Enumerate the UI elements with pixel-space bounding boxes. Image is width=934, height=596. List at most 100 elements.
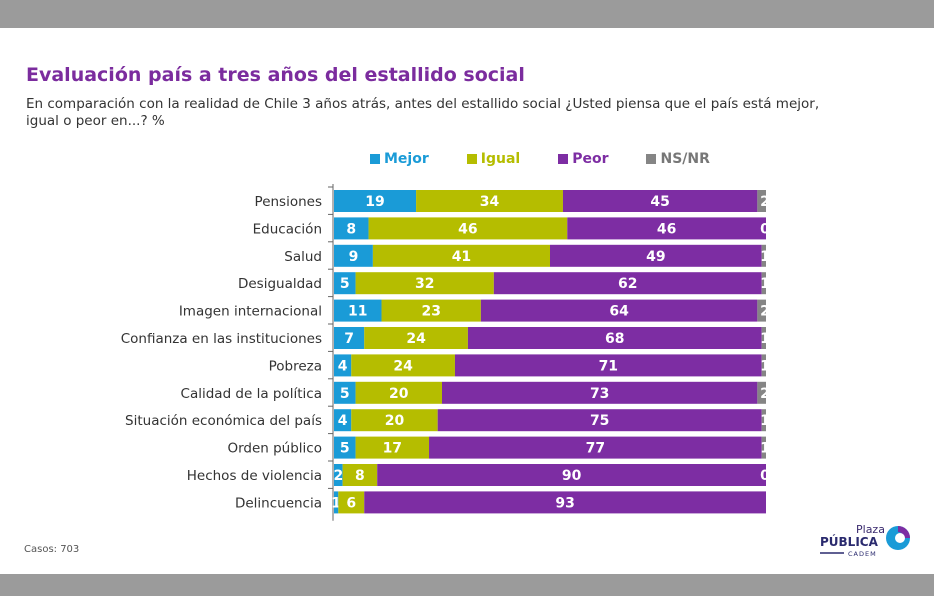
bar-segment — [550, 244, 762, 267]
data-label: 0 — [760, 468, 770, 484]
data-label: 41 — [452, 249, 471, 265]
data-label: 5 — [340, 441, 350, 457]
data-label: 6 — [346, 495, 356, 511]
bar-segment — [562, 190, 758, 212]
data-label: 34 — [480, 194, 500, 210]
data-label: 46 — [458, 221, 477, 237]
legend-label: Igual — [480, 151, 521, 167]
bar-segment — [493, 272, 762, 295]
data-label: 8 — [355, 468, 365, 484]
bar-segment — [334, 327, 365, 349]
bar-segment — [761, 354, 766, 377]
bar-segment — [334, 299, 382, 322]
legend-label: Peor — [572, 151, 609, 167]
category-label: Imagen internacional — [179, 304, 322, 320]
bar-segment — [480, 299, 758, 322]
bar-segment — [454, 354, 762, 377]
data-label: 1 — [760, 413, 770, 429]
svg-text:Plaza: Plaza — [856, 523, 885, 536]
data-label: 1 — [760, 249, 770, 265]
category-label: Desigualdad — [238, 276, 322, 292]
bar-segment — [372, 244, 550, 267]
bar-segment — [334, 381, 356, 404]
data-label: 62 — [618, 276, 637, 292]
category-label: Delincuencia — [235, 495, 322, 511]
svg-text:PÚBLICA: PÚBLICA — [820, 534, 879, 549]
bar-segment — [364, 491, 766, 514]
data-label: 1 — [760, 441, 770, 457]
bar-segment — [351, 354, 455, 377]
data-label: 20 — [389, 386, 409, 402]
data-label: 0 — [760, 221, 770, 237]
data-label: 24 — [393, 358, 413, 374]
data-label: 2 — [760, 386, 770, 402]
data-label: 4 — [338, 413, 348, 429]
category-label: Calidad de la política — [181, 386, 322, 402]
bar-segment — [761, 327, 766, 349]
bar-segment — [761, 409, 766, 432]
bar-segment — [368, 217, 568, 240]
bar-segment — [334, 436, 356, 459]
bar-segment — [334, 217, 369, 240]
top-band — [0, 0, 934, 28]
bar-segment — [377, 464, 766, 486]
category-label: Salud — [284, 249, 322, 265]
svg-text:CADEM: CADEM — [848, 550, 877, 558]
bar-segment — [757, 381, 766, 404]
bar-segment — [757, 299, 766, 322]
data-label: 1 — [331, 495, 341, 511]
legend-item: Peor — [558, 151, 608, 167]
category-label: Situación económica del país — [125, 413, 322, 429]
bar-segment — [355, 272, 494, 295]
legend-item: NS/NR — [646, 151, 710, 167]
bar-segment — [761, 244, 766, 267]
legend-swatch — [558, 154, 569, 164]
data-label: 2 — [333, 468, 343, 484]
bar-segment — [381, 299, 481, 322]
data-label: 49 — [646, 249, 665, 265]
data-label: 45 — [650, 194, 669, 210]
data-label: 1 — [760, 331, 770, 347]
data-label: 5 — [340, 276, 350, 292]
category-label: Pensiones — [255, 194, 322, 210]
legend-swatch — [370, 154, 380, 164]
bar-segment — [351, 409, 438, 432]
data-label: 64 — [609, 304, 629, 320]
bar-segment — [442, 381, 758, 404]
bar-segment — [355, 436, 430, 459]
data-label: 68 — [605, 331, 624, 347]
data-label: 4 — [338, 358, 348, 374]
data-label: 77 — [586, 441, 605, 457]
bar-segment — [334, 244, 373, 267]
data-label: 1 — [760, 358, 770, 374]
category-label: Pobreza — [269, 358, 322, 374]
bar-segment — [338, 491, 365, 514]
bottom-band — [0, 574, 934, 596]
data-label: 20 — [385, 413, 405, 429]
category-label: Educación — [253, 221, 322, 237]
bar-segment — [567, 217, 766, 240]
data-label: 2 — [760, 304, 770, 320]
bar-segment — [334, 190, 417, 212]
legend-label: NS/NR — [660, 151, 710, 167]
data-label: 2 — [760, 194, 770, 210]
data-label: 9 — [349, 249, 359, 265]
legend-item: Igual — [466, 151, 521, 167]
category-label: Confianza en las instituciones — [121, 331, 322, 347]
bar-segment — [334, 354, 352, 377]
bar-segment — [761, 436, 766, 459]
category-label: Hechos de violencia — [187, 468, 322, 484]
data-label: 17 — [383, 441, 402, 457]
data-label: 93 — [555, 495, 574, 511]
data-label: 24 — [406, 331, 426, 347]
data-label: 75 — [590, 413, 609, 429]
data-label: 11 — [348, 304, 367, 320]
bar-segment — [757, 190, 766, 212]
data-label: 5 — [340, 386, 350, 402]
bar-segment — [334, 272, 356, 295]
bar-segment — [437, 409, 762, 432]
bar-segment — [429, 436, 762, 459]
data-label: 7 — [344, 331, 354, 347]
legend-item: Mejor — [370, 151, 429, 167]
